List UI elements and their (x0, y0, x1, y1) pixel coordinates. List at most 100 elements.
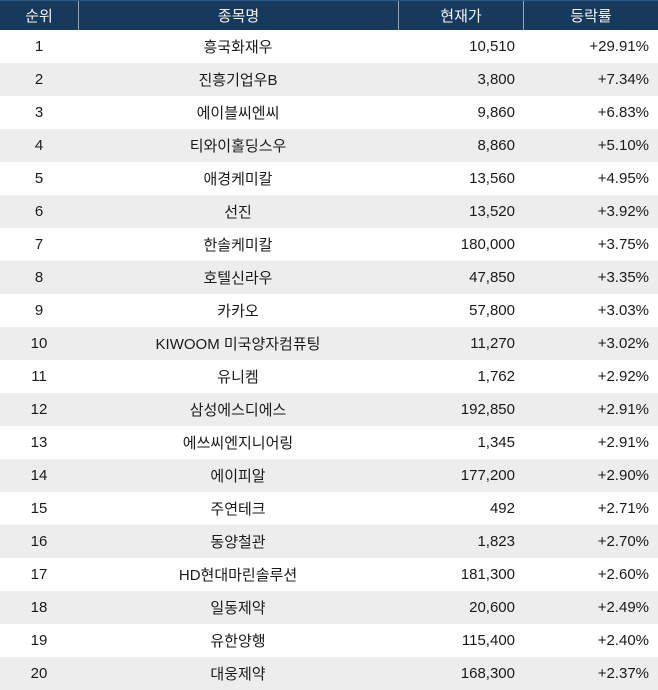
stock-price: 13,560 (469, 170, 515, 187)
table-row[interactable]: 7 한솔케미칼 180,000 +3.75% (0, 228, 658, 261)
stock-change-rate: +2.70% (597, 533, 649, 550)
stock-name: 에이피알 (210, 468, 266, 485)
stock-name: 진흥기업우B (198, 72, 278, 89)
stock-change-rate: +5.10% (597, 137, 649, 154)
stock-price: 3,800 (477, 71, 515, 88)
stock-change-rate: +29.91% (589, 38, 649, 55)
stock-rank: 13 (30, 434, 48, 451)
stock-rank: 11 (31, 368, 47, 385)
stock-name: HD현대마린솔루션 (178, 567, 298, 584)
stock-rank: 7 (34, 236, 44, 253)
stock-name: 한솔케미칼 (203, 237, 273, 254)
stock-change-rate: +6.83% (597, 104, 649, 121)
table-row[interactable]: 4 티와이홀딩스우 8,860 +5.10% (0, 129, 658, 162)
table-row[interactable]: 15 주연테크 492 +2.71% (0, 492, 658, 525)
stock-name: 애경케미칼 (203, 171, 273, 188)
stock-price: 20,600 (469, 599, 515, 616)
stock-name: 선진 (224, 204, 252, 221)
stock-change-rate: +4.95% (597, 170, 649, 187)
table-row[interactable]: 20 대웅제약 168,300 +2.37% (0, 657, 658, 690)
column-header-price: 현재가 (398, 1, 523, 30)
stock-name: 에이블씨엔씨 (196, 105, 280, 122)
stock-rank: 14 (30, 467, 48, 484)
stock-price: 47,850 (469, 269, 515, 286)
table-row[interactable]: 19 유한양행 115,400 +2.40% (0, 624, 658, 657)
stock-rank: 18 (30, 599, 48, 616)
stock-price: 13,520 (469, 203, 515, 220)
stock-change-rate: +2.37% (597, 665, 649, 682)
stock-change-rate: +2.90% (597, 467, 649, 484)
stock-price: 1,823 (477, 533, 515, 550)
stock-change-rate: +2.91% (597, 434, 649, 451)
table-row[interactable]: 11 유니켐 1,762 +2.92% (0, 360, 658, 393)
stock-price: 8,860 (477, 137, 515, 154)
table-row[interactable]: 1 흥국화재우 10,510 +29.91% (0, 30, 658, 63)
table-row[interactable]: 2 진흥기업우B 3,800 +7.34% (0, 63, 658, 96)
stock-rank: 8 (34, 269, 44, 286)
stock-change-rate: +3.35% (597, 269, 649, 286)
table-row[interactable]: 8 호텔신라우 47,850 +3.35% (0, 261, 658, 294)
stock-price: 9,860 (477, 104, 515, 121)
stock-price: 192,850 (460, 401, 515, 418)
column-header-change: 등락률 (523, 1, 658, 30)
table-row[interactable]: 18 일동제약 20,600 +2.49% (0, 591, 658, 624)
table-row[interactable]: 9 카카오 57,800 +3.03% (0, 294, 658, 327)
stock-change-rate: +3.92% (597, 203, 649, 220)
stock-name: 일동제약 (210, 600, 266, 617)
stock-change-rate: +7.34% (597, 71, 649, 88)
table-row[interactable]: 6 선진 13,520 +3.92% (0, 195, 658, 228)
table-row[interactable]: 3 에이블씨엔씨 9,860 +6.83% (0, 96, 658, 129)
stock-name: 호텔신라우 (203, 270, 273, 287)
stock-rank: 4 (34, 137, 44, 154)
stock-rank: 1 (34, 38, 44, 55)
column-header-rank: 순위 (25, 8, 53, 25)
stock-rank: 12 (30, 401, 48, 418)
table-body: 1 흥국화재우 10,510 +29.91% 2 진흥기업우B 3,800 +7.34% 3 에이… (0, 30, 658, 690)
stock-price: 177,200 (460, 467, 515, 484)
stock-rank: 20 (30, 665, 48, 682)
stock-name: 카카오 (217, 303, 259, 320)
stock-change-rate: +2.40% (597, 632, 649, 649)
table-row[interactable]: 13 에쓰씨엔지니어링 1,345 +2.91% (0, 426, 658, 459)
stock-name: 유한양행 (210, 633, 266, 650)
stock-name: 에쓰씨엔지니어링 (182, 435, 294, 452)
table-row[interactable]: 14 에이피알 177,200 +2.90% (0, 459, 658, 492)
stock-change-rate: +3.02% (597, 335, 649, 352)
stock-rank: 10 (30, 335, 48, 352)
stock-price: 115,400 (461, 632, 515, 649)
stock-rank: 9 (34, 302, 44, 319)
stock-rank: 2 (34, 71, 44, 88)
table-row[interactable]: 12 삼성에스디에스 192,850 +2.91% (0, 393, 658, 426)
stock-name: 대웅제약 (210, 666, 266, 683)
stock-name: 흥국화재우 (203, 39, 273, 56)
stock-name: 주연테크 (210, 501, 266, 518)
stock-name: 티와이홀딩스우 (189, 138, 287, 155)
stock-price: 10,510 (469, 38, 515, 55)
table-header-row: 순위 종목명 현재가 등락률 (0, 0, 658, 30)
stock-change-rate: +2.71% (597, 500, 649, 517)
stock-price: 181,300 (460, 566, 515, 583)
stock-change-rate: +3.03% (597, 302, 649, 319)
stock-rank: 19 (30, 632, 48, 649)
stock-rank: 17 (30, 566, 48, 583)
stock-price: 1,762 (477, 368, 515, 385)
stock-rank: 16 (30, 533, 48, 550)
stock-price: 168,300 (460, 665, 515, 682)
stock-change-rate: +2.60% (597, 566, 649, 583)
column-header-name: 종목명 (78, 1, 398, 30)
table-row[interactable]: 5 애경케미칼 13,560 +4.95% (0, 162, 658, 195)
stock-price: 57,800 (469, 302, 515, 319)
stock-rank: 5 (34, 170, 44, 187)
table-row[interactable]: 16 동양철관 1,823 +2.70% (0, 525, 658, 558)
stock-change-rate: +2.92% (597, 368, 649, 385)
stock-price: 180,000 (460, 236, 515, 253)
stock-rank: 6 (34, 203, 44, 220)
stock-rank: 3 (34, 104, 44, 121)
table-row[interactable]: 17 HD현대마린솔루션 181,300 +2.60% (0, 558, 658, 591)
stock-price: 492 (489, 500, 515, 517)
stock-name: KIWOOM 미국양자컴퓨팅 (155, 336, 321, 353)
stock-change-rate: +2.49% (597, 599, 649, 616)
table-row[interactable]: 10 KIWOOM 미국양자컴퓨팅 11,270 +3.02% (0, 327, 658, 360)
stock-name: 삼성에스디에스 (189, 402, 287, 419)
